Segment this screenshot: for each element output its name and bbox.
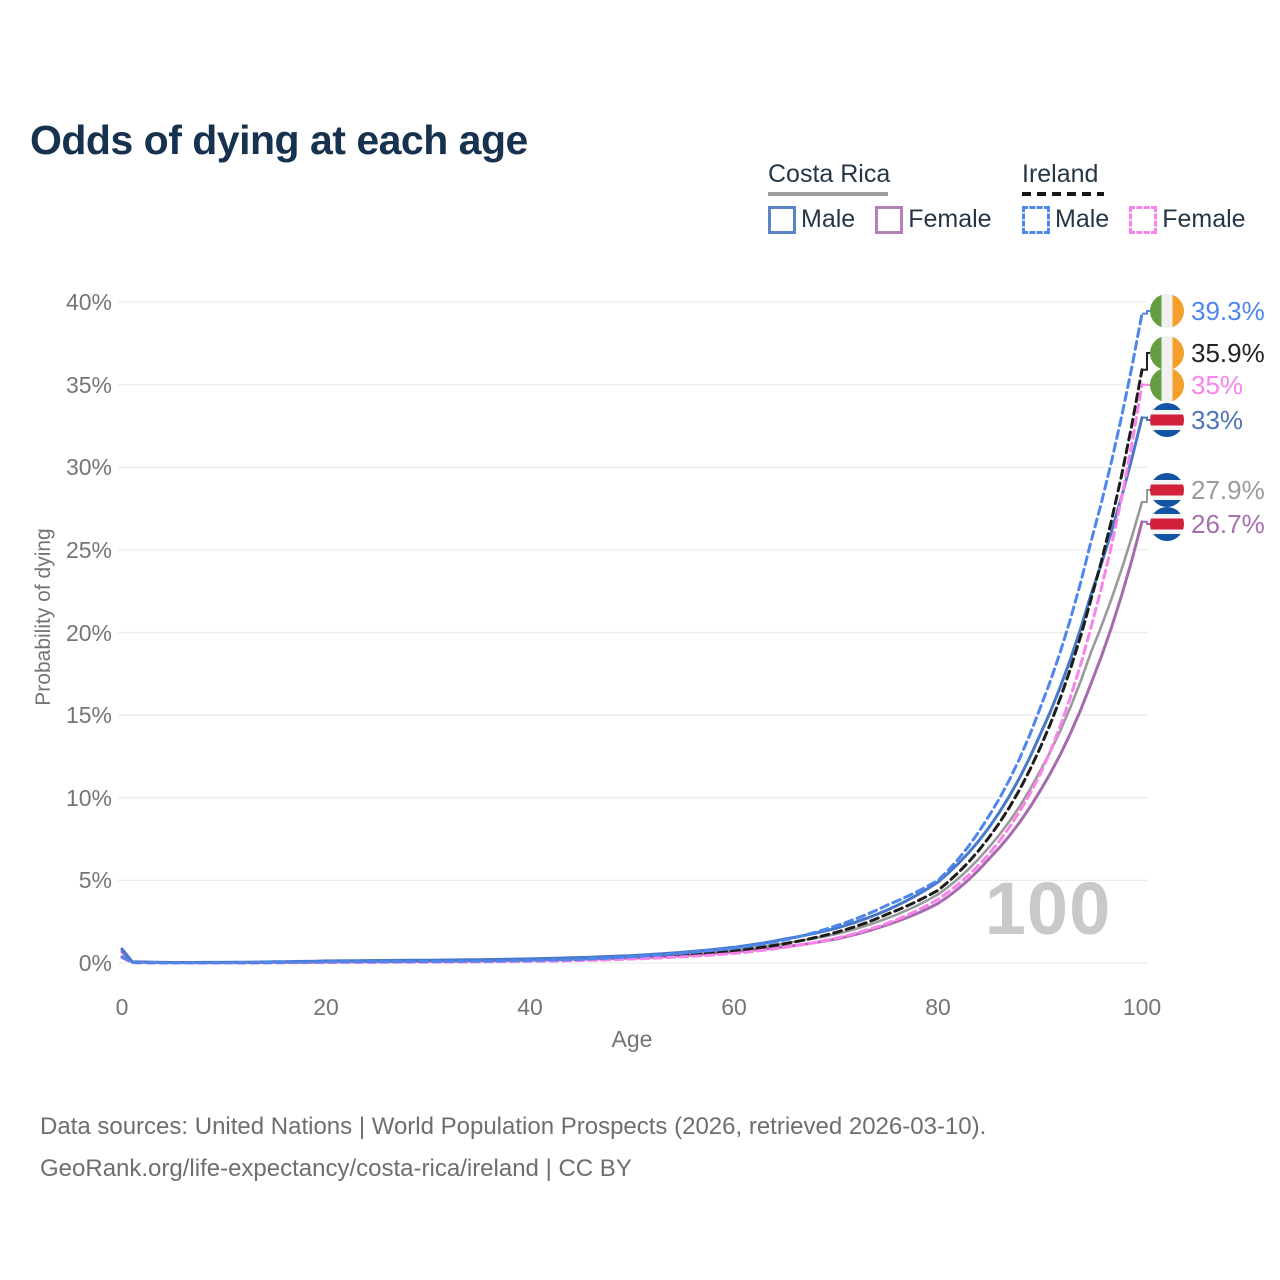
- y-tick-label: 30%: [65, 454, 112, 481]
- legend-heading-costa-rica[interactable]: Costa Rica: [768, 160, 891, 188]
- end-label-ireland-female[interactable]: 35%: [1150, 367, 1243, 403]
- legend-item-ireland-male[interactable]: Male: [1022, 205, 1109, 234]
- ireland-flag-icon: [1150, 294, 1184, 328]
- legend-label: Female: [1162, 205, 1246, 233]
- connector-line: [1142, 489, 1151, 503]
- legend-label: Female: [908, 205, 992, 233]
- end-label-costa-rica-both-sexes[interactable]: 27.9%: [1150, 472, 1265, 508]
- y-tick-label: 5%: [78, 867, 112, 894]
- legend-label: Male: [1055, 205, 1110, 233]
- footer: Data sources: United Nations | World Pop…: [40, 1106, 986, 1190]
- x-tick-label: 0: [115, 994, 129, 1020]
- legend-group-costa-rica: Costa Rica Male Female: [768, 160, 992, 234]
- legend-item-ireland-female[interactable]: Female: [1129, 205, 1246, 234]
- y-tick-label: 15%: [65, 702, 112, 729]
- end-label-ireland-both-sexes[interactable]: 35.9%: [1150, 335, 1265, 371]
- series-line-ireland-male[interactable]: [120, 312, 1144, 965]
- connector-line: [1142, 352, 1151, 371]
- end-label-value: 35.9%: [1191, 337, 1265, 368]
- end-label-costa-rica-male[interactable]: 33%: [1150, 402, 1243, 438]
- costa-rica-female-swatch-icon: [875, 205, 904, 234]
- legend-group-ireland: Ireland Male Female: [1022, 160, 1246, 234]
- legend-item-costa-rica-male[interactable]: Male: [768, 205, 855, 234]
- y-tick-label: 20%: [65, 619, 112, 646]
- y-tick-label: 0%: [78, 950, 112, 976]
- ireland-female-swatch-icon: [1129, 205, 1158, 234]
- chart-title: Odds of dying at each age: [30, 117, 528, 164]
- costa-rica-male-swatch-icon: [768, 205, 796, 234]
- y-tick-label: 10%: [65, 784, 112, 811]
- age-watermark: 100: [984, 867, 1112, 950]
- ireland-flag-icon: [1150, 336, 1184, 370]
- series-lines: [120, 312, 1144, 965]
- end-label-value: 35%: [1191, 369, 1244, 400]
- legend-label: Male: [801, 205, 856, 233]
- x-tick-label: 20: [313, 994, 339, 1020]
- footer-attribution: GeoRank.org/life-expectancy/costa-rica/i…: [40, 1155, 632, 1182]
- x-tick-label: 40: [517, 994, 543, 1020]
- legend-item-costa-rica-female[interactable]: Female: [875, 205, 992, 234]
- end-label-ireland-male[interactable]: 39.3%: [1150, 293, 1265, 329]
- end-label-value: 39.3%: [1191, 295, 1265, 326]
- legend-heading-ireland[interactable]: Ireland: [1022, 160, 1099, 188]
- end-label-connectors: [1142, 310, 1151, 525]
- connector-line: [1142, 416, 1151, 421]
- x-tick-label: 100: [1122, 994, 1162, 1020]
- x-axis-title: Age: [611, 1026, 653, 1052]
- ireland-flag-icon: [1150, 368, 1184, 402]
- y-tick-label: 35%: [65, 371, 112, 398]
- ireland-dashed-line-swatch: [1022, 192, 1104, 196]
- connector-line: [1142, 310, 1151, 315]
- end-label-value: 33%: [1191, 404, 1244, 435]
- y-tick-label: 25%: [65, 536, 112, 563]
- y-axis-title: Probability of dying: [32, 528, 55, 706]
- y-tick-label: 40%: [65, 289, 112, 315]
- footer-sources: Data sources: United Nations | World Pop…: [40, 1113, 987, 1140]
- legend-items-ireland: Male Female: [1022, 205, 1246, 234]
- x-tick-label: 80: [925, 994, 951, 1020]
- gridlines: [118, 301, 1148, 964]
- legend-items-costa-rica: Male Female: [768, 205, 992, 234]
- x-tick-label: 60: [721, 994, 747, 1020]
- costa-rica-solid-line-swatch: [768, 192, 888, 196]
- connector-line: [1142, 520, 1151, 525]
- costa-rica-flag-icon: [1150, 403, 1184, 437]
- end-label-costa-rica-female[interactable]: 26.7%: [1150, 506, 1265, 542]
- costa-rica-flag-icon: [1150, 473, 1184, 507]
- end-label-value: 27.9%: [1191, 474, 1265, 505]
- end-label-value: 26.7%: [1191, 508, 1265, 539]
- ireland-male-swatch-icon: [1022, 205, 1050, 234]
- costa-rica-flag-icon: [1150, 507, 1184, 541]
